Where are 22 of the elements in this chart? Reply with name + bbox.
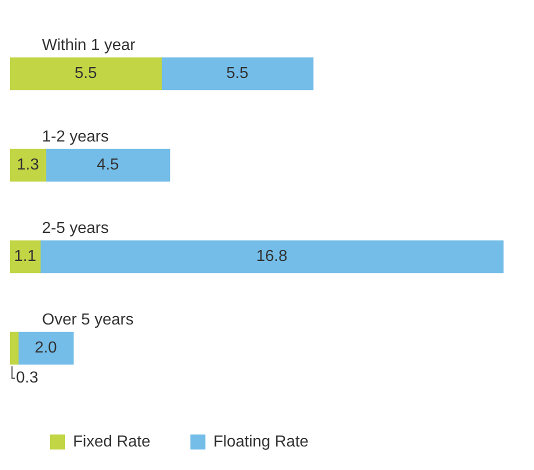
bar [10, 332, 19, 365]
bar [10, 240, 41, 274]
data-label: 5.5 [74, 65, 97, 82]
data-label: 1.1 [14, 248, 36, 266]
data-label: 1.3 [16, 156, 40, 174]
bar [161, 57, 314, 90]
data-label: 0.3 [16, 370, 38, 387]
y-tick-label: Within 1 year [42, 37, 136, 54]
y-tick-label: 2-5 years [42, 220, 109, 238]
legend-label: Fixed Rate [73, 433, 150, 450]
data-label: 5.5 [226, 65, 249, 82]
bar [10, 148, 46, 182]
y-tick-label: 1-2 years [42, 128, 109, 146]
bar [18, 332, 74, 365]
bar [45, 148, 170, 182]
data-label: 4.5 [96, 156, 120, 174]
y-tick-label: Over 5 years [42, 312, 134, 329]
legend-label: Floating Rate [213, 433, 309, 450]
bar [10, 57, 162, 90]
data-label: 2.0 [34, 340, 58, 357]
data-label: 16.8 [256, 248, 288, 266]
bar [40, 240, 504, 274]
